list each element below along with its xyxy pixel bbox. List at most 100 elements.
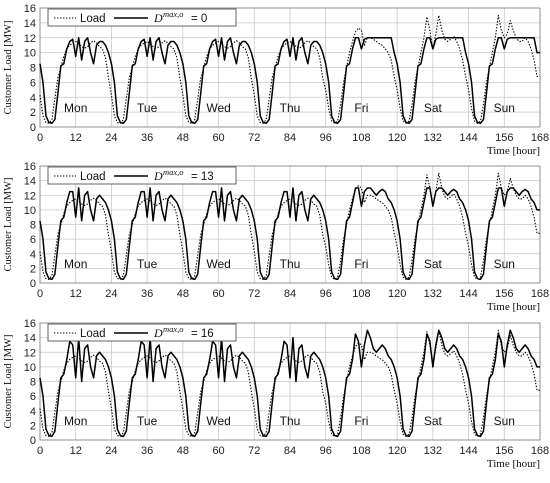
x-tick-label: 96	[320, 445, 332, 457]
y-tick-label: 2	[30, 107, 36, 119]
x-tick-label: 60	[212, 132, 224, 144]
y-axis-label: Customer Load [MW]	[3, 21, 14, 115]
day-label: Sun	[494, 257, 515, 271]
x-tick-label: 48	[177, 132, 189, 144]
legend-dmax-superscript: max,o	[163, 167, 184, 177]
x-tick-label: 108	[352, 445, 370, 457]
x-tick-label: 60	[212, 445, 224, 457]
x-tick-label: 108	[352, 288, 370, 300]
legend-dmax-symbol: D	[153, 169, 163, 183]
x-tick-label: 84	[284, 288, 296, 300]
y-axis-label: Customer Load [MW]	[3, 335, 14, 429]
day-label: Tue	[137, 101, 158, 115]
y-axis-label: Customer Load [MW]	[3, 178, 14, 272]
series-line-dmax	[39, 187, 540, 281]
y-tick-label: 2	[30, 420, 36, 432]
day-label: Fri	[354, 101, 368, 115]
x-tick-label: 120	[388, 445, 406, 457]
x-tick-label: 144	[459, 445, 477, 457]
x-tick-label: 156	[495, 445, 513, 457]
day-label: Thu	[280, 257, 301, 271]
day-label: Sat	[424, 414, 443, 428]
legend-dmax-value: = 0	[191, 13, 207, 25]
x-axis-label: Time [hour]	[487, 458, 540, 470]
x-tick-label: 24	[105, 445, 117, 457]
day-label: Wed	[206, 257, 230, 271]
y-tick-label: 2	[30, 263, 36, 275]
y-tick-label: 4	[30, 249, 36, 261]
x-tick-label: 72	[248, 132, 260, 144]
day-label: Mon	[64, 101, 87, 115]
x-tick-label: 84	[284, 445, 296, 457]
x-tick-label: 120	[388, 288, 406, 300]
x-tick-label: 24	[105, 288, 117, 300]
x-tick-label: 12	[70, 288, 82, 300]
day-label: Sun	[494, 414, 515, 428]
x-tick-label: 168	[531, 445, 549, 457]
x-tick-label: 156	[495, 132, 513, 144]
x-axis-label: Time [hour]	[487, 301, 540, 313]
day-label: Tue	[137, 414, 158, 428]
x-tick-label: 12	[70, 132, 82, 144]
x-tick-label: 168	[531, 288, 549, 300]
x-tick-label: 0	[37, 132, 43, 144]
y-tick-label: 10	[24, 48, 36, 60]
y-tick-label: 10	[24, 205, 36, 217]
y-tick-label: 16	[24, 3, 36, 15]
y-tick-label: 0	[30, 122, 36, 134]
y-tick-label: 16	[24, 161, 36, 173]
y-tick-label: 10	[24, 362, 36, 374]
day-label: Tue	[137, 257, 158, 271]
legend-load-label: Load	[80, 13, 106, 25]
x-tick-label: 132	[424, 288, 442, 300]
y-tick-label: 12	[24, 33, 36, 45]
x-tick-label: 36	[141, 445, 153, 457]
legend-dmax-value: = 16	[191, 328, 214, 340]
x-tick-label: 96	[320, 132, 332, 144]
y-tick-label: 12	[24, 347, 36, 359]
y-tick-label: 6	[30, 391, 36, 403]
legend-dmax-value: = 13	[191, 171, 214, 183]
y-tick-label: 8	[30, 377, 36, 389]
x-tick-label: 108	[352, 132, 370, 144]
y-tick-label: 6	[30, 77, 36, 89]
x-tick-label: 36	[141, 132, 153, 144]
x-tick-label: 0	[37, 445, 43, 457]
x-tick-label: 12	[70, 445, 82, 457]
legend-dmax-symbol: D	[153, 326, 163, 340]
day-label: Wed	[206, 101, 230, 115]
y-tick-label: 6	[30, 234, 36, 246]
x-tick-label: 144	[459, 132, 477, 144]
y-tick-label: 14	[24, 333, 36, 345]
day-label: Mon	[64, 257, 87, 271]
y-tick-label: 4	[30, 92, 36, 104]
x-tick-label: 60	[212, 288, 224, 300]
x-tick-label: 48	[177, 288, 189, 300]
y-tick-label: 0	[30, 278, 36, 290]
day-label: Mon	[64, 414, 87, 428]
day-label: Fri	[354, 414, 368, 428]
legend-dmax-symbol: D	[153, 11, 163, 25]
day-label: Thu	[280, 414, 301, 428]
y-tick-label: 8	[30, 220, 36, 232]
legend-dmax-superscript: max,o	[163, 9, 184, 19]
x-tick-label: 48	[177, 445, 189, 457]
day-label: Sun	[494, 101, 515, 115]
x-tick-label: 36	[141, 288, 153, 300]
x-axis-label: Time [hour]	[487, 145, 540, 157]
y-tick-label: 0	[30, 435, 36, 447]
day-label: Sat	[424, 101, 443, 115]
y-tick-label: 8	[30, 63, 36, 75]
legend-dmax-superscript: max,o	[163, 324, 184, 334]
series-line-dmax	[39, 329, 540, 438]
x-tick-label: 0	[37, 288, 43, 300]
y-tick-label: 12	[24, 190, 36, 202]
day-label: Thu	[280, 101, 301, 115]
day-label: Sat	[424, 257, 443, 271]
